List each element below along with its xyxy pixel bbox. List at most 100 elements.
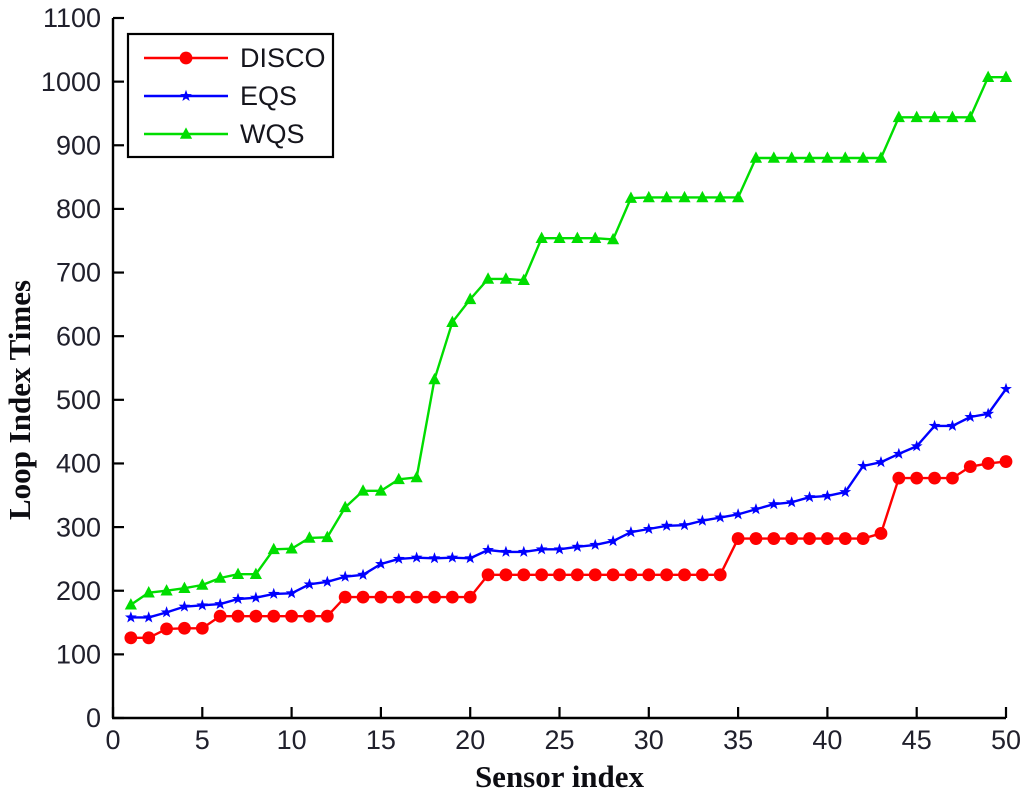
x-tick-label: 45 [902, 725, 932, 755]
eqs-marker [892, 447, 905, 459]
wqs-marker [249, 567, 262, 579]
eqs-marker [249, 591, 262, 603]
disco-marker [267, 609, 281, 623]
wqs-marker [678, 190, 691, 203]
wqs-marker [535, 231, 548, 243]
x-tick-label: 0 [105, 725, 120, 755]
legend-wqs-marker-icon [179, 127, 193, 139]
wqs-marker [982, 70, 995, 82]
disco-marker [428, 590, 441, 604]
eqs-marker [303, 578, 316, 590]
series-line-eqs [129, 387, 1008, 619]
disco-marker [463, 590, 477, 604]
eqs-marker [124, 611, 137, 623]
eqs-marker [285, 587, 298, 599]
disco-marker [195, 621, 209, 635]
disco-marker [410, 590, 424, 604]
wqs-marker [874, 151, 888, 163]
y-tick-label: 1000 [41, 67, 101, 97]
eqs-marker [642, 522, 655, 535]
eqs-marker [196, 599, 209, 611]
y-tick-label: 600 [56, 321, 101, 351]
x-tick-label: 25 [544, 725, 574, 755]
wqs-marker [589, 231, 602, 243]
wqs-marker [196, 578, 209, 590]
wqs-marker [660, 190, 673, 203]
eqs-marker [750, 503, 762, 515]
x-axis-title: Sensor index [475, 759, 645, 794]
wqs-marker [410, 470, 423, 483]
disco-marker [553, 568, 566, 582]
legend: DISCO EQS WQS [126, 32, 335, 159]
eqs-marker [142, 611, 155, 623]
legend-label-disco: DISCO [240, 43, 326, 73]
disco-marker [320, 609, 334, 623]
disco-marker [535, 568, 549, 582]
legend-eqs-marker-icon [180, 89, 192, 102]
disco-marker [517, 568, 531, 582]
wqs-marker [749, 151, 763, 163]
eqs-marker [357, 568, 369, 580]
disco-marker [803, 532, 816, 545]
y-tick-label: 200 [56, 576, 101, 606]
wqs-marker [946, 110, 959, 123]
wqs-marker [214, 571, 227, 583]
eqs-marker [767, 497, 780, 510]
disco-marker [821, 532, 834, 545]
y-tick-label: 400 [56, 449, 101, 479]
wqs-marker [339, 500, 352, 513]
wqs-marker [785, 151, 798, 163]
series-line-disco [129, 460, 1008, 640]
eqs-marker [839, 485, 852, 498]
eqs-marker [964, 410, 977, 423]
disco-marker [606, 568, 620, 582]
wqs-marker [231, 567, 245, 579]
wqs-marker [321, 530, 334, 543]
wqs-marker [767, 151, 780, 163]
wqs-marker [928, 110, 941, 123]
disco-marker [249, 609, 263, 623]
x-tick-label: 30 [634, 725, 664, 755]
wqs-marker [732, 190, 745, 203]
wqs-marker [446, 315, 459, 327]
wqs-marker [517, 273, 530, 285]
wqs-marker [374, 484, 387, 496]
wqs-marker [714, 190, 727, 203]
y-tick-label: 300 [56, 512, 101, 542]
disco-marker [785, 532, 799, 545]
y-tick-label: 1100 [43, 3, 101, 33]
eqs-marker [607, 534, 619, 547]
eqs-marker [464, 552, 477, 564]
wqs-marker [481, 272, 495, 284]
wqs-marker [999, 70, 1013, 82]
eqs-marker [535, 543, 548, 555]
disco-marker [838, 532, 852, 545]
disco-marker [946, 471, 959, 485]
y-axis-title: Loop Index Times [2, 280, 37, 520]
eqs-marker [714, 511, 727, 523]
legend-label-eqs: EQS [240, 81, 297, 111]
wqs-marker [964, 110, 977, 123]
disco-marker [660, 568, 674, 582]
series-eqs [124, 382, 1012, 623]
disco-marker [356, 590, 370, 604]
eqs-marker [589, 538, 602, 550]
disco-marker [713, 568, 727, 582]
disco-marker [392, 590, 406, 604]
disco-marker [499, 568, 513, 582]
wqs-marker [624, 191, 638, 203]
disco-marker [642, 568, 656, 582]
x-tick-label: 40 [812, 725, 842, 755]
x-tick-label: 50 [991, 725, 1021, 755]
eqs-marker [857, 459, 870, 472]
disco-marker [624, 568, 638, 582]
eqs-marker [732, 508, 744, 520]
eqs-marker [553, 543, 566, 555]
disco-marker [856, 532, 870, 545]
x-tick-label: 15 [366, 725, 396, 755]
disco-marker [374, 590, 388, 604]
y-tick-label: 900 [56, 130, 101, 160]
disco-marker [731, 532, 745, 545]
eqs-marker [410, 551, 423, 563]
